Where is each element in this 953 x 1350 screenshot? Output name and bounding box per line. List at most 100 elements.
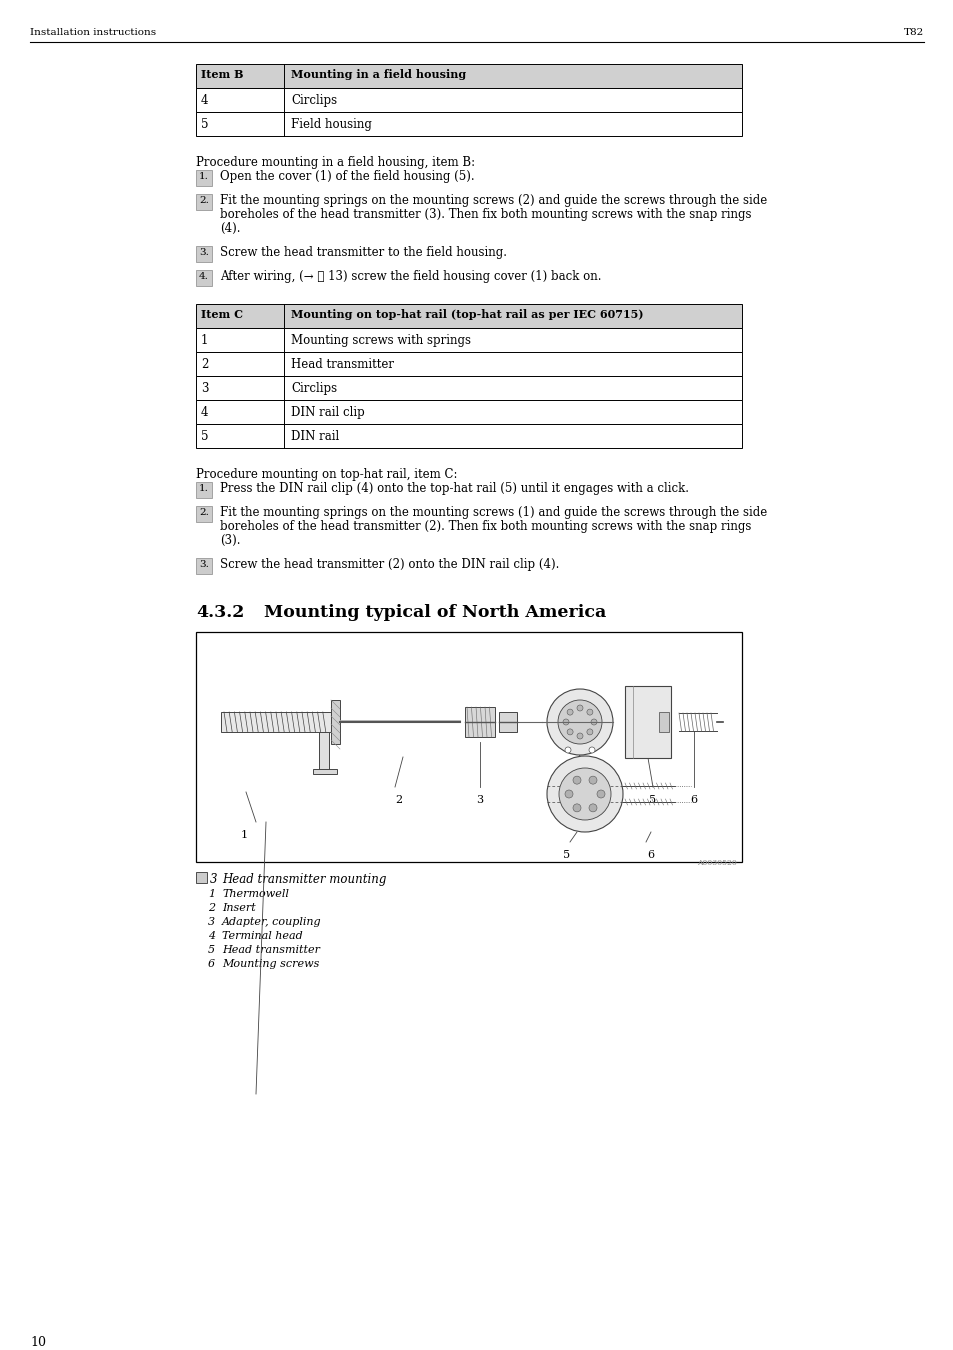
Text: Procedure mounting in a field housing, item B:: Procedure mounting in a field housing, i… bbox=[195, 157, 475, 169]
Text: Item B: Item B bbox=[201, 69, 243, 80]
Circle shape bbox=[564, 790, 573, 798]
Bar bbox=[195, 328, 741, 352]
Text: 1.: 1. bbox=[199, 485, 209, 493]
Text: 10: 10 bbox=[30, 1336, 46, 1349]
Bar bbox=[195, 304, 741, 328]
Text: Thermowell: Thermowell bbox=[222, 890, 289, 899]
Text: 2.: 2. bbox=[199, 196, 209, 205]
Text: Open the cover (1) of the field housing (5).: Open the cover (1) of the field housing … bbox=[220, 170, 475, 184]
Text: 4: 4 bbox=[551, 795, 558, 805]
Text: Press the DIN rail clip (4) onto the top-hat rail (5) until it engages with a cl: Press the DIN rail clip (4) onto the top… bbox=[220, 482, 688, 495]
Circle shape bbox=[566, 709, 573, 716]
Bar bbox=[195, 270, 212, 286]
Text: boreholes of the head transmitter (2). Then fix both mounting screws with the sn: boreholes of the head transmitter (2). T… bbox=[220, 520, 751, 533]
Text: 3: 3 bbox=[210, 873, 217, 886]
Bar bbox=[195, 170, 212, 186]
Text: 2: 2 bbox=[201, 358, 208, 371]
Circle shape bbox=[597, 790, 604, 798]
Text: 5: 5 bbox=[201, 117, 209, 131]
Bar bbox=[195, 352, 741, 377]
Text: 6: 6 bbox=[647, 850, 654, 860]
Circle shape bbox=[588, 776, 597, 784]
Text: Fit the mounting springs on the mounting screws (1) and guide the screws through: Fit the mounting springs on the mounting… bbox=[220, 506, 766, 518]
Text: Terminal head: Terminal head bbox=[222, 931, 302, 941]
Bar bbox=[624, 686, 670, 757]
Text: 1: 1 bbox=[201, 333, 208, 347]
Text: 1.: 1. bbox=[199, 171, 209, 181]
Bar bbox=[195, 63, 741, 88]
Circle shape bbox=[577, 733, 582, 738]
Circle shape bbox=[546, 756, 622, 832]
Circle shape bbox=[586, 729, 592, 734]
Circle shape bbox=[588, 747, 595, 753]
Text: Mounting screws with springs: Mounting screws with springs bbox=[291, 333, 471, 347]
Text: 5: 5 bbox=[563, 850, 570, 860]
Circle shape bbox=[566, 729, 573, 734]
Text: Circlips: Circlips bbox=[291, 95, 336, 107]
Text: Installation instructions: Installation instructions bbox=[30, 28, 156, 36]
Text: (3).: (3). bbox=[220, 535, 240, 547]
Bar bbox=[195, 482, 212, 498]
Circle shape bbox=[590, 720, 597, 725]
Text: Screw the head transmitter to the field housing.: Screw the head transmitter to the field … bbox=[220, 246, 506, 259]
Text: 6: 6 bbox=[208, 958, 214, 969]
Circle shape bbox=[573, 803, 580, 811]
Text: Screw the head transmitter (2) onto the DIN rail clip (4).: Screw the head transmitter (2) onto the … bbox=[220, 558, 558, 571]
Circle shape bbox=[562, 720, 568, 725]
Circle shape bbox=[558, 768, 610, 819]
Text: 5: 5 bbox=[649, 795, 656, 805]
Bar bbox=[195, 424, 741, 448]
Bar bbox=[318, 732, 329, 774]
Text: Adapter, coupling: Adapter, coupling bbox=[222, 917, 321, 927]
Text: Mounting screws: Mounting screws bbox=[222, 958, 319, 969]
Text: Head transmitter: Head transmitter bbox=[222, 945, 319, 954]
Circle shape bbox=[558, 701, 601, 744]
Text: Mounting typical of North America: Mounting typical of North America bbox=[264, 603, 605, 621]
Text: DIN rail: DIN rail bbox=[291, 431, 339, 443]
Bar bbox=[498, 711, 517, 732]
Text: 1: 1 bbox=[208, 890, 214, 899]
Bar bbox=[195, 632, 741, 863]
Text: 2: 2 bbox=[395, 795, 402, 805]
Circle shape bbox=[564, 747, 571, 753]
Text: Field housing: Field housing bbox=[291, 117, 372, 131]
Text: Head transmitter mounting: Head transmitter mounting bbox=[222, 873, 386, 886]
Text: 2.: 2. bbox=[199, 508, 209, 517]
Text: 3.: 3. bbox=[199, 560, 209, 568]
Bar bbox=[195, 194, 212, 211]
Text: Circlips: Circlips bbox=[291, 382, 336, 396]
Text: 4: 4 bbox=[208, 931, 214, 941]
Text: 3: 3 bbox=[201, 382, 209, 396]
Text: Item C: Item C bbox=[201, 309, 243, 320]
Bar bbox=[659, 711, 668, 732]
Bar bbox=[195, 112, 741, 136]
Text: 4.: 4. bbox=[199, 271, 209, 281]
Circle shape bbox=[586, 709, 592, 716]
Bar bbox=[195, 246, 212, 262]
Bar bbox=[464, 707, 495, 737]
Text: 5: 5 bbox=[201, 431, 209, 443]
Bar bbox=[195, 558, 212, 574]
Text: After wiring, (→ ⎘ 13) screw the field housing cover (1) back on.: After wiring, (→ ⎘ 13) screw the field h… bbox=[220, 270, 601, 284]
Text: 2: 2 bbox=[208, 903, 214, 913]
Text: T82: T82 bbox=[902, 28, 923, 36]
Circle shape bbox=[546, 688, 613, 755]
Circle shape bbox=[577, 705, 582, 711]
Text: 1: 1 bbox=[240, 830, 247, 840]
Bar bbox=[195, 377, 741, 400]
Text: Fit the mounting springs on the mounting screws (2) and guide the screws through: Fit the mounting springs on the mounting… bbox=[220, 194, 766, 207]
Text: Mounting on top-hat rail (top-hat rail as per IEC 60715): Mounting on top-hat rail (top-hat rail a… bbox=[291, 309, 643, 320]
Text: 5: 5 bbox=[208, 945, 214, 954]
Text: (4).: (4). bbox=[220, 221, 240, 235]
Text: 4.3.2: 4.3.2 bbox=[195, 603, 244, 621]
Bar bbox=[313, 769, 336, 774]
Text: Head transmitter: Head transmitter bbox=[291, 358, 394, 371]
Text: boreholes of the head transmitter (3). Then fix both mounting screws with the sn: boreholes of the head transmitter (3). T… bbox=[220, 208, 751, 221]
Text: Mounting in a field housing: Mounting in a field housing bbox=[291, 69, 466, 80]
Text: 3: 3 bbox=[208, 917, 214, 927]
Text: A0030520: A0030520 bbox=[697, 859, 737, 867]
Bar bbox=[195, 400, 741, 424]
Text: 3.: 3. bbox=[199, 248, 209, 256]
Text: 6: 6 bbox=[690, 795, 697, 805]
Bar bbox=[195, 88, 741, 112]
